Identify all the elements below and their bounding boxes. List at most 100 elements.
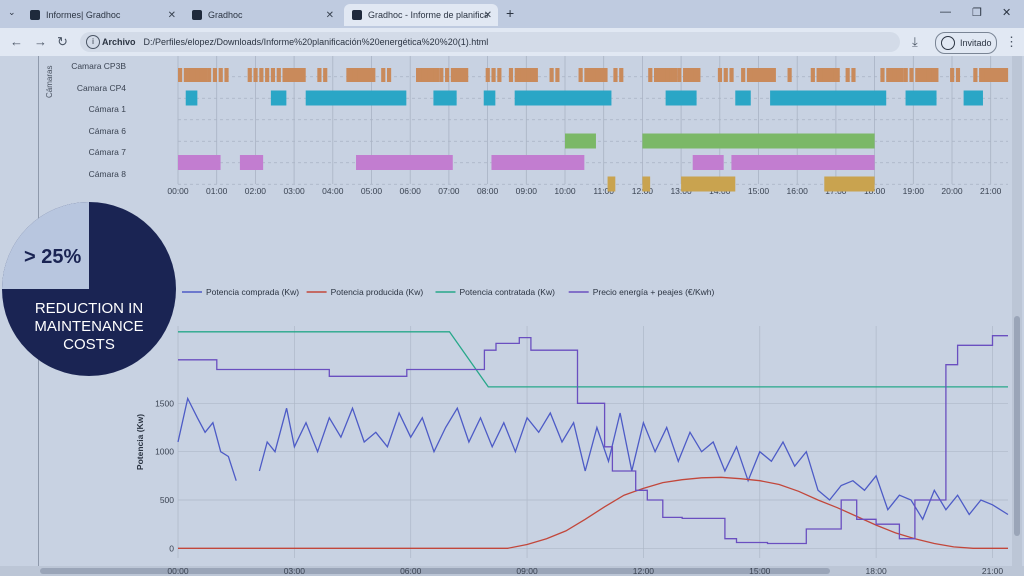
gantt-bar [433, 68, 438, 82]
gantt-bar [224, 68, 229, 82]
download-icon[interactable]: ⤓ [912, 34, 918, 49]
gantt-bar [642, 133, 875, 149]
back-icon[interactable]: ← [10, 34, 23, 49]
url-text: D:/Perfiles/elopez/Downloads/Informe%20p… [143, 37, 489, 47]
y-tick-label: 500 [160, 495, 174, 505]
gantt-bar [692, 155, 724, 170]
forward-icon[interactable]: → [34, 34, 47, 49]
gantt-bar [677, 68, 682, 82]
gantt-chart: 00:00 01:00 02:00 03:00 04:00 05:00 06:00 07:00… [167, 56, 1009, 196]
gradhoc-favicon-icon [30, 10, 40, 20]
guest-profile-button[interactable]: Invitado [935, 32, 997, 54]
badge-quarter [2, 202, 89, 289]
gantt-bar [787, 68, 792, 82]
gantt-bar [770, 90, 887, 106]
info-icon[interactable]: i [86, 35, 100, 49]
gantt-x-tick-label: 19:00 [903, 186, 925, 196]
gantt-x-tick-label: 03:00 [283, 186, 305, 196]
gantt-x-tick-label: 15:00 [748, 186, 770, 196]
gantt-bar [665, 68, 670, 82]
close-tab-icon[interactable]: ✕ [325, 9, 334, 21]
tab-bar: ⌄ Informes| Gradhoc ✕ Gradhoc ✕ Gradhoc … [0, 0, 1024, 28]
gantt-bar [973, 68, 978, 82]
gantt-bar [565, 133, 596, 149]
x-tick-label: 06:00 [400, 566, 422, 576]
close-tab-icon[interactable]: ✕ [483, 9, 492, 21]
gantt-bar [427, 68, 432, 82]
gantt-x-tick-label: 04:00 [322, 186, 344, 196]
legend-label: Precio energía + peajes (€/Kwh) [593, 287, 715, 297]
gantt-bar [259, 68, 264, 82]
series-line [178, 335, 1008, 545]
gantt-bar [681, 176, 736, 192]
series-line [178, 331, 1008, 388]
gradhoc-favicon-icon [192, 10, 202, 20]
gantt-bar [909, 68, 914, 82]
gantt-bar [218, 68, 223, 82]
horizontal-scrollbar[interactable] [0, 566, 1024, 576]
gantt-bar [741, 68, 746, 82]
gantt-bar [729, 68, 734, 82]
gantt-bar [270, 68, 276, 82]
gantt-row-label: Cámara 8 [88, 168, 126, 179]
gantt-bar [433, 90, 457, 106]
x-tick-label: 12:00 [633, 566, 655, 576]
gantt-bar [880, 68, 885, 82]
url-field[interactable]: i Archivo D:/Perfiles/elopez/Downloads/I… [80, 32, 900, 52]
gantt-bar [497, 68, 502, 82]
y-axis-title: Potencia (Kw) [135, 414, 145, 470]
gantt-bar [607, 176, 616, 192]
new-tab-icon[interactable]: + [506, 5, 515, 21]
address-bar: ← → ↻ i Archivo D:/Perfiles/elopez/Downl… [0, 28, 1024, 56]
gantt-x-tick-label: 16:00 [787, 186, 809, 196]
gantt-x-tick-label: 01:00 [206, 186, 228, 196]
x-tick-label: 15:00 [749, 566, 771, 576]
gantt-bar [386, 68, 392, 82]
gantt-bar [363, 68, 368, 82]
gantt-bar [731, 155, 875, 170]
gantt-bar [619, 68, 624, 82]
gantt-bar [578, 68, 583, 82]
gantt-bar [955, 68, 961, 82]
tab-search-chevron-icon[interactable]: ⌄ [8, 7, 16, 17]
scrollbar-thumb[interactable] [1014, 316, 1020, 536]
tab-gradhoc[interactable]: Gradhoc ✕ [184, 4, 340, 26]
x-tick-label: 18:00 [865, 566, 887, 576]
gantt-bar [903, 68, 908, 82]
avatar-icon [941, 36, 955, 50]
gantt-bar [824, 176, 875, 192]
gantt-bar [845, 68, 850, 82]
menu-kebab-icon[interactable]: ⋮ [1005, 34, 1018, 49]
gantt-row-label: Cámara 7 [88, 147, 126, 157]
gantt-bar [247, 68, 252, 82]
tab-informe-planificacion[interactable]: Gradhoc - Informe de planificac ✕ [344, 4, 498, 26]
gantt-bar [526, 68, 531, 82]
restore-icon[interactable]: ❐ [972, 7, 982, 19]
close-window-icon[interactable]: ✕ [1002, 7, 1012, 19]
x-tick-label: 21:00 [982, 566, 1004, 576]
badge-line: REDUCTION IN [34, 300, 144, 317]
gantt-bar [317, 68, 322, 82]
x-tick-label: 03:00 [284, 566, 306, 576]
tab-label: Informes| Gradhoc [46, 10, 121, 20]
x-tick-label: 09:00 [516, 566, 538, 576]
vertical-scrollbar[interactable] [1012, 56, 1022, 566]
gantt-bar [323, 68, 328, 82]
h-scrollbar-thumb[interactable] [40, 568, 830, 574]
gantt-x-tick-label: 18:00 [864, 186, 886, 196]
gantt-bar [549, 68, 554, 82]
gantt-bar [265, 68, 270, 82]
guest-label: Invitado [960, 38, 992, 48]
gantt-bar [833, 68, 839, 82]
y-tick-label: 1000 [155, 447, 174, 457]
gantt-bar [758, 68, 776, 82]
reload-icon[interactable]: ↻ [57, 34, 68, 49]
gantt-bar [491, 155, 585, 170]
gantt-x-tick-label: 09:00 [516, 186, 538, 196]
gantt-bar [195, 68, 200, 82]
close-tab-icon[interactable]: ✕ [167, 9, 176, 21]
gantt-bar [851, 68, 856, 82]
tab-informes[interactable]: Informes| Gradhoc ✕ [22, 4, 182, 26]
minimize-icon[interactable]: — [940, 6, 951, 18]
gantt-bar [485, 68, 490, 82]
